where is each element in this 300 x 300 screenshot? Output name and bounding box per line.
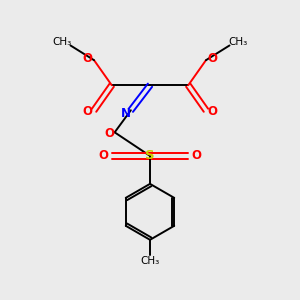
Text: O: O (82, 105, 92, 118)
Text: O: O (104, 127, 114, 140)
Text: O: O (82, 52, 93, 65)
Text: O: O (99, 149, 109, 162)
Text: CH₃: CH₃ (228, 37, 248, 47)
Text: O: O (208, 105, 218, 118)
Text: O: O (207, 52, 218, 65)
Text: O: O (191, 149, 201, 162)
Text: CH₃: CH₃ (140, 256, 160, 266)
Text: CH₃: CH₃ (52, 37, 72, 47)
Text: S: S (145, 149, 155, 162)
Text: N: N (121, 107, 130, 120)
